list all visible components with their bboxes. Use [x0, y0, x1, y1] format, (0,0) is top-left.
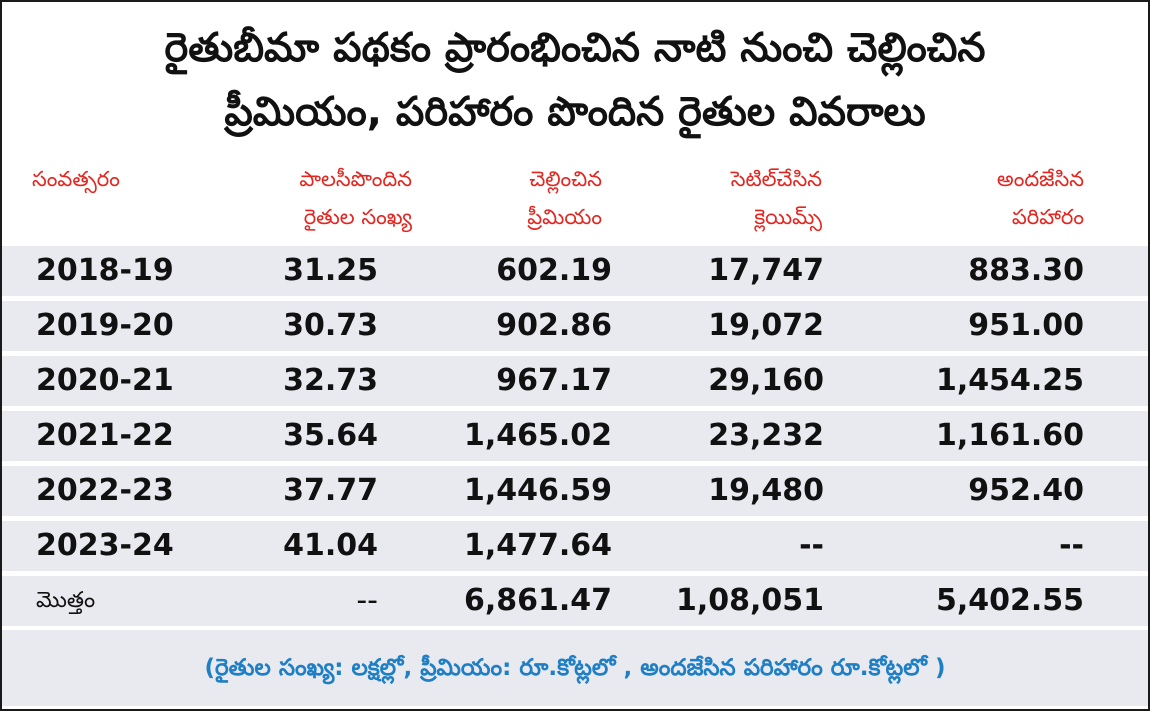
total-premium: 6,861.47	[463, 583, 612, 618]
header-settled-claims: సెటిల్‌చేసిన క్లెయిమ్స్	[612, 160, 822, 236]
cell-year: 2023-24	[36, 528, 174, 563]
header-settled-claims-line2: క్లెయిమ్స్	[754, 205, 822, 229]
cell-premium: 1,446.59	[463, 473, 612, 508]
total-row: మొత్తం -- 6,861.47 1,08,051 5,402.55	[2, 576, 1148, 626]
header-compensation: అందజేసిన పరిహారం	[852, 160, 1084, 236]
cell-premium: 602.19	[496, 253, 612, 288]
cell-compensation: 1,161.60	[935, 418, 1084, 453]
total-compensation: 5,402.55	[935, 583, 1084, 618]
header-policy-farmers-line2: రైతుల సంఖ్య	[303, 205, 412, 229]
header-year-label: సంవత్సరం	[32, 167, 120, 191]
cell-year: 2021-22	[36, 418, 174, 453]
cell-claims: 29,160	[708, 363, 824, 398]
cell-claims: --	[799, 528, 824, 563]
cell-farmers: 37.77	[283, 473, 378, 508]
title-line-2: ప్రీమియం, పరిహారం పొందిన రైతుల వివరాలు	[224, 89, 926, 135]
cell-farmers: 32.73	[283, 363, 378, 398]
title-line-1: రైతుబీమా పథకం ప్రారంభించిన నాటి నుంచి చె…	[164, 25, 986, 71]
header-policy-farmers-line1: పాలసీపొందిన	[299, 167, 412, 191]
table-row: 2022-23 37.77 1,446.59 19,480 952.40	[2, 466, 1148, 516]
table-title: రైతుబీమా పథకం ప్రారంభించిన నాటి నుంచి చె…	[2, 2, 1148, 148]
cell-compensation: --	[1059, 528, 1084, 563]
cell-premium: 1,465.02	[463, 418, 612, 453]
cell-claims: 23,232	[708, 418, 824, 453]
total-claims: 1,08,051	[675, 583, 824, 618]
header-premium-paid-line2: ప్రీమియం	[527, 205, 602, 229]
units-footnote: (రైతుల సంఖ్య: లక్షల్లో, ప్రీమియం: రూ.కోట…	[2, 630, 1148, 706]
table-row: 2020-21 32.73 967.17 29,160 1,454.25	[2, 356, 1148, 406]
header-premium-paid-line1: చెల్లించిన	[529, 167, 602, 191]
table-header-row: సంవత్సరం పాలసీపొందిన రైతుల సంఖ్య చెల్లిం…	[2, 148, 1148, 244]
cell-year: 2022-23	[36, 473, 174, 508]
cell-premium: 967.17	[496, 363, 612, 398]
cell-premium: 902.86	[496, 308, 612, 343]
cell-farmers: 31.25	[283, 253, 378, 288]
cell-compensation: 883.30	[968, 253, 1084, 288]
table-row: 2023-24 41.04 1,477.64 -- --	[2, 521, 1148, 571]
header-settled-claims-line1: సెటిల్‌చేసిన	[730, 167, 822, 191]
table-row: 2018-19 31.25 602.19 17,747 883.30	[2, 246, 1148, 296]
cell-claims: 17,747	[708, 253, 824, 288]
cell-year: 2019-20	[36, 308, 174, 343]
header-year: సంవత్సరం	[32, 160, 232, 198]
table-row: 2021-22 35.64 1,465.02 23,232 1,161.60	[2, 411, 1148, 461]
cell-farmers: 41.04	[283, 528, 378, 563]
cell-year: 2020-21	[36, 363, 174, 398]
cell-claims: 19,480	[708, 473, 824, 508]
cell-farmers: 35.64	[283, 418, 378, 453]
total-label: మొత్తం	[36, 588, 96, 613]
cell-premium: 1,477.64	[463, 528, 612, 563]
header-premium-paid: చెల్లించిన ప్రీమియం	[422, 160, 602, 236]
header-policy-farmers: పాలసీపొందిన రైతుల సంఖ్య	[234, 160, 412, 236]
table-row: 2019-20 30.73 902.86 19,072 951.00	[2, 301, 1148, 351]
header-compensation-line2: పరిహారం	[1011, 205, 1084, 229]
cell-farmers: 30.73	[283, 308, 378, 343]
cell-year: 2018-19	[36, 253, 174, 288]
cell-claims: 19,072	[708, 308, 824, 343]
cell-compensation: 952.40	[968, 473, 1084, 508]
header-compensation-line1: అందజేసిన	[996, 167, 1084, 191]
cell-compensation: 1,454.25	[935, 363, 1084, 398]
total-farmers: --	[356, 583, 378, 618]
cell-compensation: 951.00	[968, 308, 1084, 343]
